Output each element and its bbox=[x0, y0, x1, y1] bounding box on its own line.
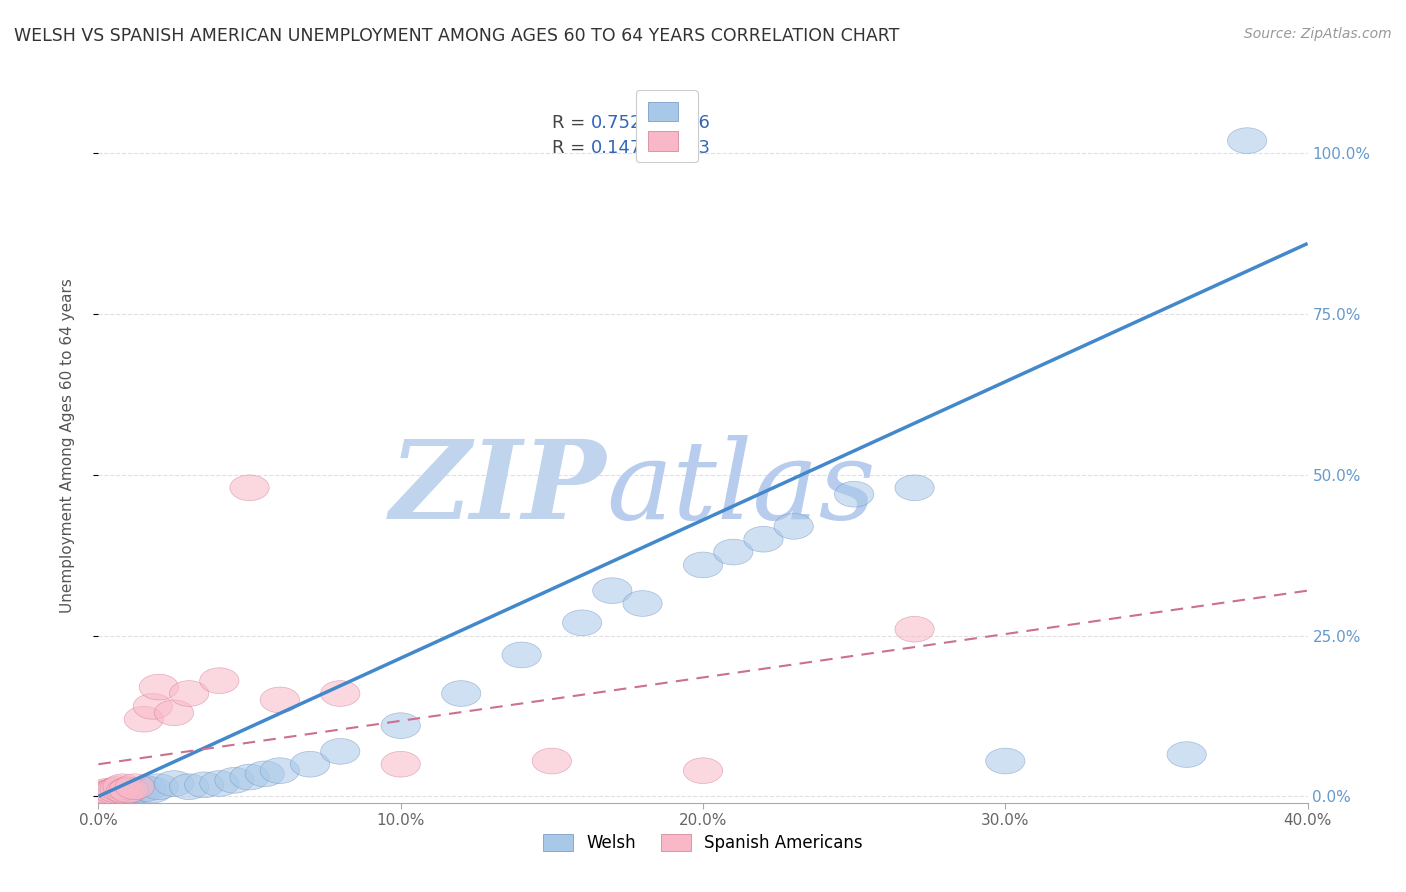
Ellipse shape bbox=[896, 616, 934, 642]
Ellipse shape bbox=[441, 681, 481, 706]
Ellipse shape bbox=[683, 758, 723, 783]
Ellipse shape bbox=[103, 779, 142, 804]
Ellipse shape bbox=[139, 774, 179, 799]
Text: 0.752: 0.752 bbox=[591, 114, 643, 132]
Ellipse shape bbox=[97, 779, 136, 805]
Ellipse shape bbox=[110, 777, 148, 803]
Ellipse shape bbox=[683, 552, 723, 578]
Ellipse shape bbox=[97, 777, 136, 803]
Ellipse shape bbox=[1227, 128, 1267, 153]
Ellipse shape bbox=[562, 610, 602, 636]
Ellipse shape bbox=[155, 771, 194, 797]
Text: R =: R = bbox=[551, 139, 591, 157]
Legend: Welsh, Spanish Americans: Welsh, Spanish Americans bbox=[536, 827, 870, 859]
Ellipse shape bbox=[381, 713, 420, 739]
Ellipse shape bbox=[502, 642, 541, 668]
Ellipse shape bbox=[260, 687, 299, 713]
Text: Source: ZipAtlas.com: Source: ZipAtlas.com bbox=[1244, 27, 1392, 41]
Ellipse shape bbox=[139, 674, 179, 700]
Text: N =: N = bbox=[638, 139, 696, 157]
Ellipse shape bbox=[94, 780, 134, 806]
Ellipse shape bbox=[170, 681, 208, 706]
Ellipse shape bbox=[593, 578, 631, 604]
Ellipse shape bbox=[170, 774, 208, 799]
Ellipse shape bbox=[87, 779, 127, 804]
Ellipse shape bbox=[896, 475, 934, 500]
Ellipse shape bbox=[94, 779, 134, 804]
Text: N =: N = bbox=[638, 114, 696, 132]
Ellipse shape bbox=[134, 693, 173, 719]
Text: 23: 23 bbox=[688, 139, 710, 157]
Text: 0.147: 0.147 bbox=[591, 139, 643, 157]
Ellipse shape bbox=[986, 748, 1025, 774]
Text: ZIP: ZIP bbox=[389, 435, 606, 542]
Ellipse shape bbox=[231, 475, 269, 500]
Ellipse shape bbox=[100, 776, 139, 802]
Ellipse shape bbox=[127, 776, 166, 802]
Ellipse shape bbox=[321, 739, 360, 764]
Text: atlas: atlas bbox=[606, 435, 876, 542]
Text: WELSH VS SPANISH AMERICAN UNEMPLOYMENT AMONG AGES 60 TO 64 YEARS CORRELATION CHA: WELSH VS SPANISH AMERICAN UNEMPLOYMENT A… bbox=[14, 27, 900, 45]
Ellipse shape bbox=[744, 526, 783, 552]
Ellipse shape bbox=[115, 774, 155, 799]
Ellipse shape bbox=[623, 591, 662, 616]
Ellipse shape bbox=[835, 482, 873, 507]
Ellipse shape bbox=[215, 767, 254, 793]
Ellipse shape bbox=[115, 779, 155, 804]
Ellipse shape bbox=[184, 772, 224, 797]
Ellipse shape bbox=[105, 779, 145, 804]
Text: 36: 36 bbox=[688, 114, 710, 132]
Ellipse shape bbox=[321, 681, 360, 706]
Ellipse shape bbox=[100, 780, 139, 805]
Ellipse shape bbox=[121, 777, 160, 803]
Ellipse shape bbox=[200, 668, 239, 693]
Ellipse shape bbox=[381, 751, 420, 777]
Ellipse shape bbox=[1167, 742, 1206, 767]
Ellipse shape bbox=[231, 764, 269, 790]
Text: R =: R = bbox=[551, 114, 591, 132]
Ellipse shape bbox=[84, 780, 124, 806]
Ellipse shape bbox=[124, 706, 163, 732]
Ellipse shape bbox=[105, 780, 145, 806]
Ellipse shape bbox=[200, 771, 239, 797]
Ellipse shape bbox=[245, 761, 284, 787]
Ellipse shape bbox=[775, 514, 813, 540]
Ellipse shape bbox=[714, 540, 752, 565]
Ellipse shape bbox=[110, 777, 148, 803]
Y-axis label: Unemployment Among Ages 60 to 64 years: Unemployment Among Ages 60 to 64 years bbox=[60, 278, 75, 614]
Ellipse shape bbox=[91, 780, 131, 805]
Ellipse shape bbox=[155, 700, 194, 726]
Ellipse shape bbox=[260, 758, 299, 783]
Ellipse shape bbox=[103, 774, 142, 799]
Ellipse shape bbox=[533, 748, 571, 774]
Ellipse shape bbox=[291, 751, 329, 777]
Ellipse shape bbox=[134, 777, 173, 803]
